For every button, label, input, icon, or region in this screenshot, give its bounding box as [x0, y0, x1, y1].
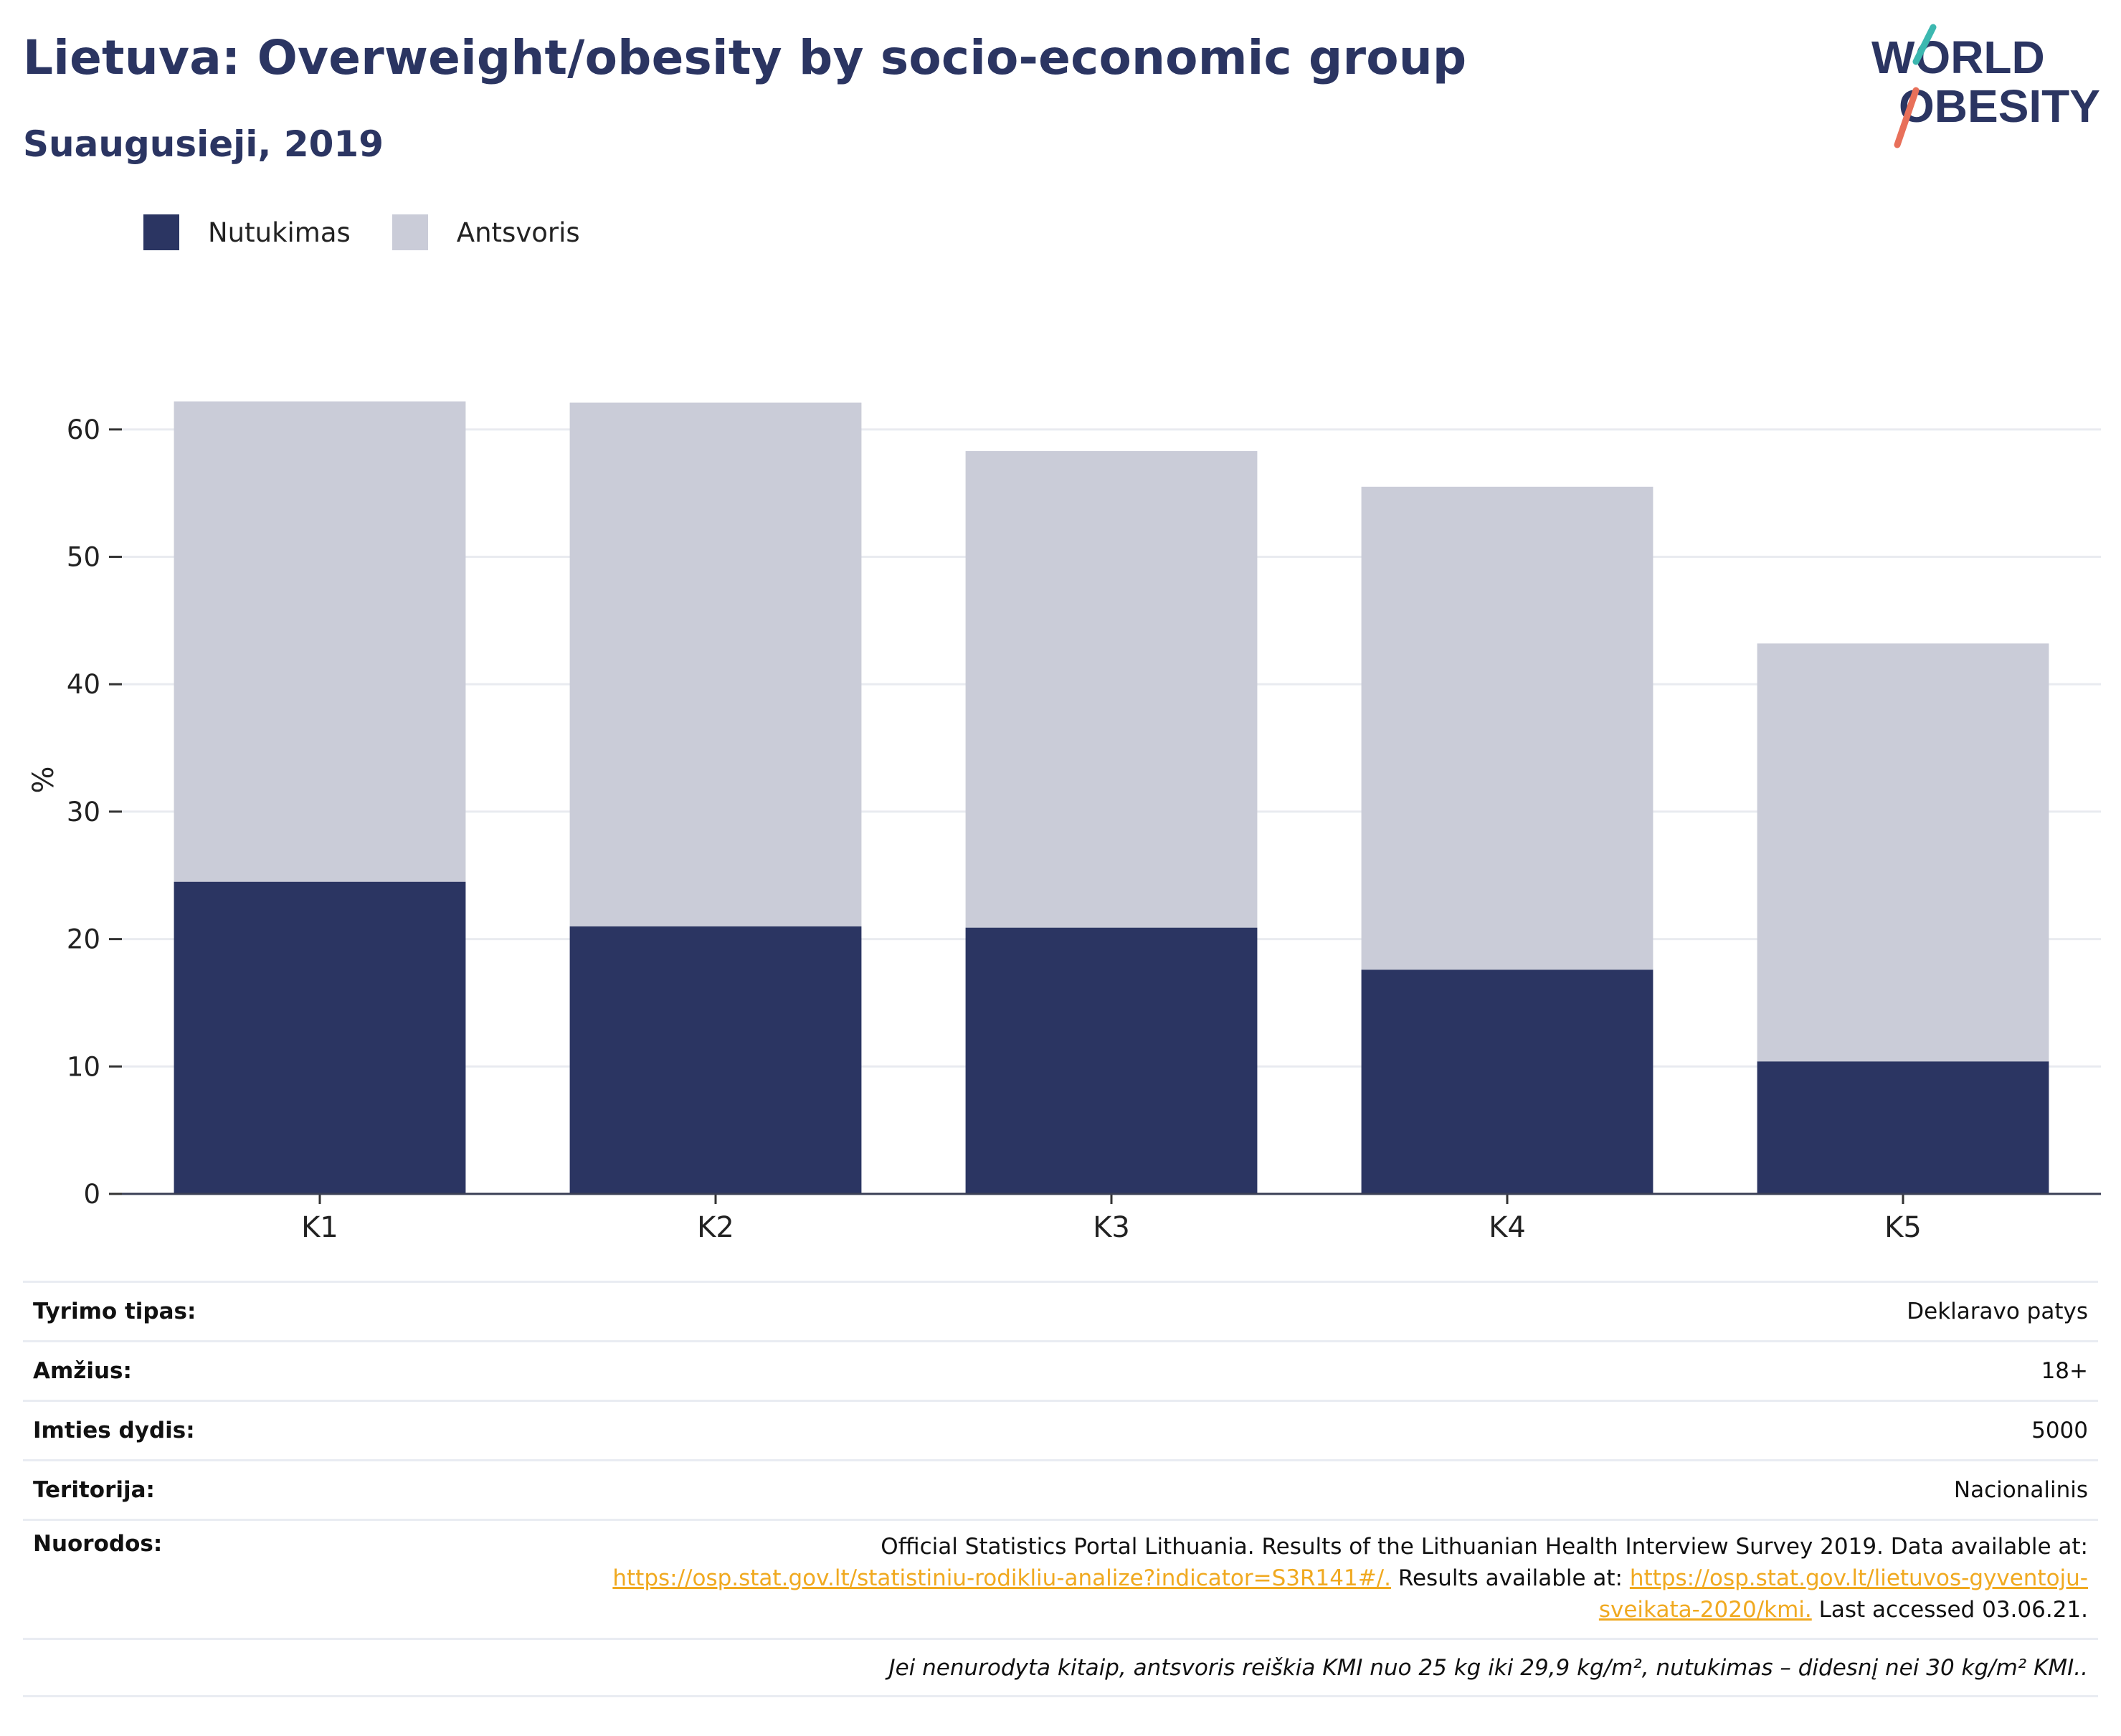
references-text: Official Statistics Portal Lithuania. Re…: [612, 1531, 2088, 1626]
svg-text:WORLD: WORLD: [1871, 32, 2045, 83]
bar-nutukimas-k4: [1361, 969, 1653, 1194]
y-tick-label: 60: [67, 414, 100, 445]
meta-row-territory: Teritorija: Nacionalinis: [23, 1459, 2098, 1519]
legend-label: Antsvoris: [456, 217, 580, 248]
bar-antsvoris-k2: [569, 402, 862, 926]
y-tick-label: 50: [67, 542, 100, 573]
meta-row-age: Amžius: 18+: [23, 1340, 2098, 1400]
meta-row-note: Jei nenurodyta kitaip, antsvoris reiškia…: [23, 1638, 2098, 1697]
meta-value: 5000: [2031, 1418, 2088, 1443]
reference-link-data[interactable]: https://osp.stat.gov.lt/statistiniu-rodi…: [612, 1565, 1391, 1591]
meta-value: Deklaravo patys: [1907, 1299, 2088, 1324]
chart-legend: Nutukimas Antsvoris: [143, 212, 622, 252]
references-text-part: Official Statistics Portal Lithuania. Re…: [881, 1534, 2088, 1560]
metadata-table: Tyrimo tipas: Deklaravo patys Amžius: 18…: [23, 1281, 2098, 1697]
meta-label: Imties dydis:: [33, 1418, 195, 1443]
meta-row-survey-type: Tyrimo tipas: Deklaravo patys: [23, 1281, 2098, 1340]
bar-nutukimas-k3: [965, 927, 1258, 1194]
meta-label: Tyrimo tipas:: [33, 1299, 196, 1324]
chart-title: Lietuva: Overweight/obesity by socio-eco…: [23, 30, 1467, 85]
meta-label: Teritorija:: [33, 1477, 155, 1503]
y-axis-label: %: [27, 766, 60, 793]
references-text-part: Last accessed 03.06.21.: [1811, 1597, 2088, 1623]
definition-note: Jei nenurodyta kitaip, antsvoris reiškia…: [888, 1654, 2088, 1681]
x-tick-label: K3: [1093, 1211, 1130, 1241]
legend-item-nutukimas: Nutukimas: [143, 214, 351, 250]
meta-row-sample-size: Imties dydis: 5000: [23, 1400, 2098, 1459]
world-obesity-logo: WORLD OBESITY: [1871, 24, 2100, 148]
x-tick-label: K4: [1489, 1211, 1526, 1241]
bar-nutukimas-k1: [174, 881, 466, 1194]
stacked-bar-chart: 0 10 20 30 40 50 60% K1 K2 K3 K4 K5: [27, 401, 2101, 1241]
chart-subtitle: Suaugusieji, 2019: [23, 123, 384, 165]
legend-item-antsvoris: Antsvoris: [392, 214, 580, 250]
y-tick-label: 20: [67, 924, 100, 955]
y-tick-label: 0: [83, 1179, 100, 1210]
meta-label: Nuorodos:: [33, 1531, 163, 1557]
bar-nutukimas-k2: [569, 926, 862, 1194]
y-tick-label: 30: [67, 797, 100, 827]
reference-link-results-cont[interactable]: sveikata-2020/kmi.: [1598, 1597, 1812, 1623]
x-tick-label: K1: [301, 1211, 338, 1241]
y-tick-label: 10: [67, 1051, 100, 1082]
bar-nutukimas-k5: [1757, 1061, 2049, 1194]
references-text-part: Results available at:: [1390, 1565, 1630, 1591]
meta-row-references: Nuorodos: Official Statistics Portal Lit…: [23, 1519, 2098, 1638]
bar-antsvoris-k1: [174, 401, 466, 882]
legend-label: Nutukimas: [208, 217, 351, 248]
bar-antsvoris-k5: [1757, 643, 2049, 1062]
reference-link-results[interactable]: https://osp.stat.gov.lt/lietuvos-gyvento…: [1629, 1565, 2088, 1591]
bar-antsvoris-k4: [1361, 486, 1653, 970]
meta-value: Nacionalinis: [1953, 1477, 2088, 1503]
x-tick-label: K5: [1884, 1211, 1922, 1241]
legend-swatch-nutukimas: [143, 214, 179, 250]
svg-text:OBESITY: OBESITY: [1899, 80, 2100, 132]
meta-label: Amžius:: [33, 1358, 132, 1384]
y-tick-label: 40: [67, 669, 100, 700]
x-tick-label: K2: [697, 1211, 734, 1241]
meta-value: 18+: [2041, 1358, 2088, 1384]
bar-antsvoris-k3: [965, 451, 1258, 928]
legend-swatch-antsvoris: [392, 214, 428, 250]
